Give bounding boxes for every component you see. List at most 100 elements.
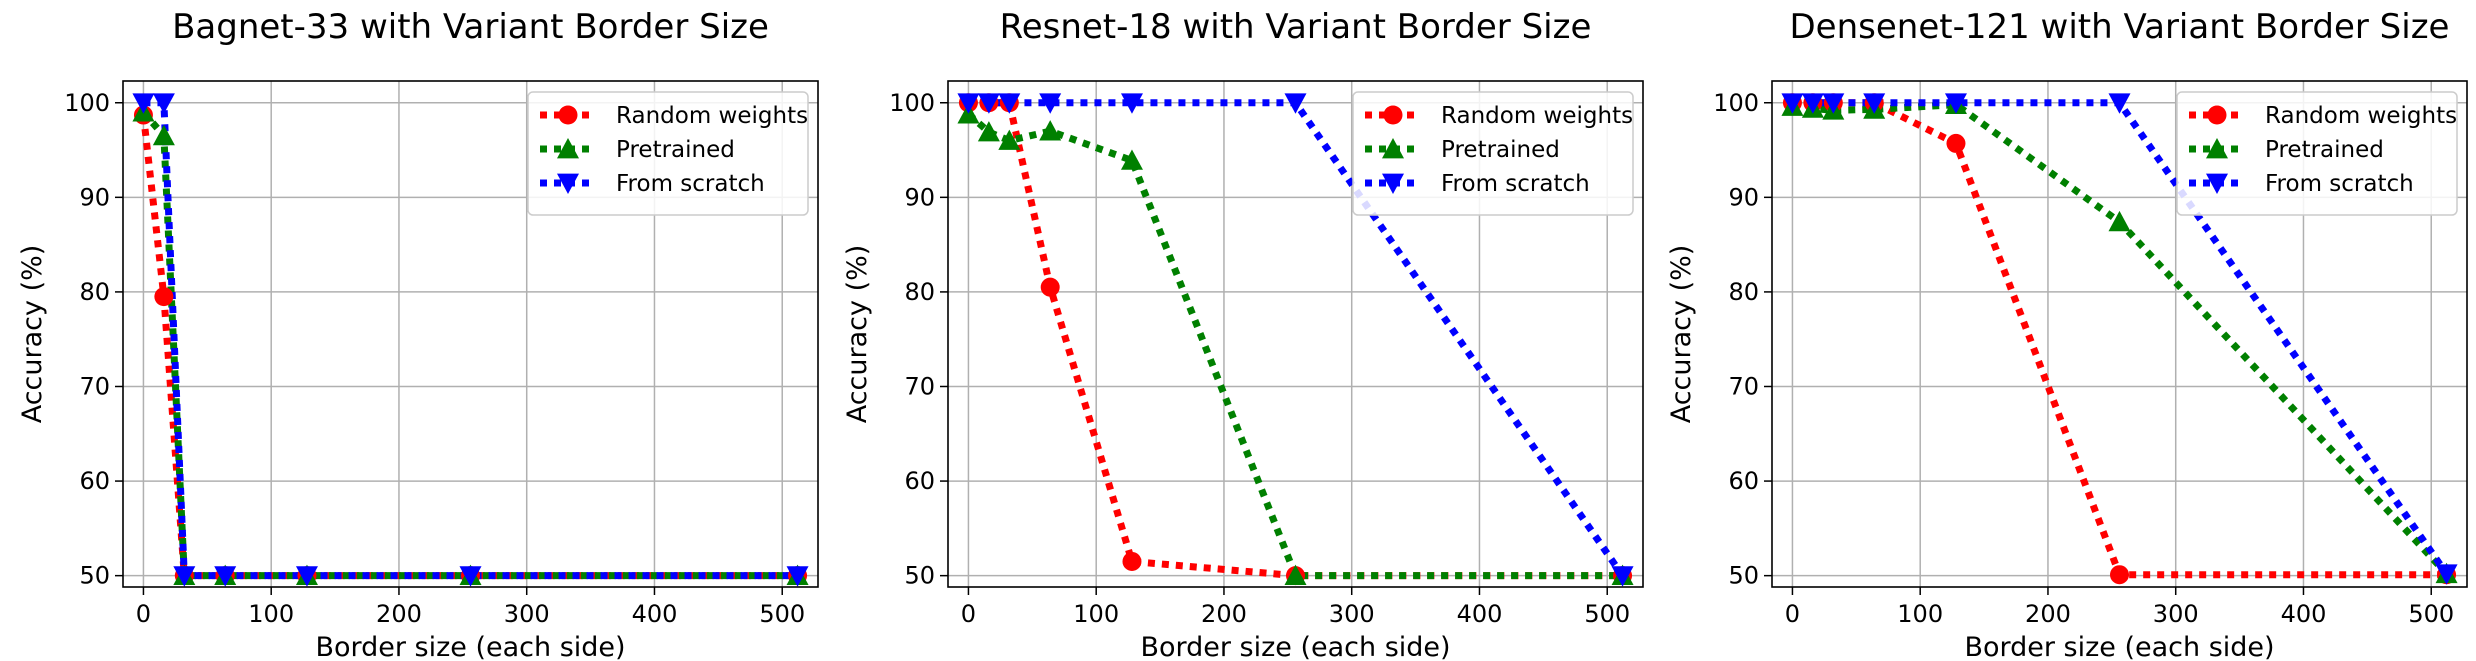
legend-label: Pretrained xyxy=(2265,137,2384,163)
data-point-1 xyxy=(152,124,175,146)
legend-label: Random weights xyxy=(1441,103,1633,129)
legend-label: Random weights xyxy=(616,103,808,129)
x-tick-label: 0 xyxy=(961,600,976,628)
plot-frame xyxy=(122,80,819,588)
data-point-0 xyxy=(2110,565,2129,585)
legend-label: Random weights xyxy=(2265,103,2457,129)
data-point-2 xyxy=(1039,93,1062,114)
y-tick-label: 80 xyxy=(904,278,935,306)
y-tick-label: 80 xyxy=(79,278,110,306)
data-point-1 xyxy=(1039,120,1062,141)
data-point-1 xyxy=(1284,564,1307,586)
data-point-0 xyxy=(154,287,174,307)
chart-panel-2: Resnet-18 with Variant Border Size 0 100 20… xyxy=(842,7,1644,661)
data-point-2 xyxy=(295,566,318,587)
data-point-2 xyxy=(214,566,237,587)
y-tick-label: 60 xyxy=(1728,467,1759,495)
chart-panel-3: Densenet-121 with Variant Border Size 0 10… xyxy=(1666,7,2468,661)
legend-marker xyxy=(2206,138,2228,159)
legend-marker xyxy=(557,173,579,194)
legend: Random weights Pretrained From scratch xyxy=(2176,91,2458,216)
plot-frame xyxy=(1771,80,2468,588)
y-tick-label: 70 xyxy=(1728,372,1759,400)
legend-label: From scratch xyxy=(1441,171,1590,197)
x-tick-label: 300 xyxy=(1329,600,1375,628)
data-point-2 xyxy=(1611,566,1634,587)
y-tick-label: 50 xyxy=(79,562,110,590)
data-point-2 xyxy=(1120,93,1143,114)
data-point-2 xyxy=(459,566,482,587)
chart-title: Bagnet-33 with Variant Border Size xyxy=(172,7,769,47)
y-axis-label: Accuracy (%) xyxy=(842,245,873,424)
x-tick-label: 100 xyxy=(248,600,294,628)
x-tick-label: 200 xyxy=(1201,600,1247,628)
x-tick-label: 100 xyxy=(1073,600,1119,628)
x-tick-label: 0 xyxy=(1785,600,1800,628)
legend-marker xyxy=(2206,173,2228,194)
x-axis-label: Border size (each side) xyxy=(1140,632,1450,661)
data-point-2 xyxy=(152,93,175,114)
data-point-1 xyxy=(2108,210,2131,232)
x-tick-label: 400 xyxy=(1457,600,1503,628)
chart-title: Resnet-18 with Variant Border Size xyxy=(1000,7,1592,47)
data-point-2 xyxy=(1781,93,1804,114)
x-tick-label: 500 xyxy=(1584,600,1630,628)
x-axis-label: Border size (each side) xyxy=(315,632,625,661)
legend-box xyxy=(1352,91,1634,216)
x-tick-label: 0 xyxy=(136,600,151,628)
legend-label: Pretrained xyxy=(616,137,735,163)
data-point-0 xyxy=(1040,277,1060,297)
data-point-1 xyxy=(1120,149,1143,170)
legend-box xyxy=(2176,91,2458,216)
x-tick-label: 300 xyxy=(2153,600,2199,628)
y-tick-label: 90 xyxy=(1728,183,1759,211)
data-point-0 xyxy=(1122,551,1142,571)
x-tick-label: 500 xyxy=(759,600,805,628)
legend-marker xyxy=(558,105,578,125)
plot-frame xyxy=(947,80,1644,588)
y-tick-label: 50 xyxy=(904,562,935,590)
data-point-2 xyxy=(1822,93,1845,114)
y-tick-label: 70 xyxy=(79,372,110,400)
y-tick-label: 90 xyxy=(904,183,935,211)
legend-marker xyxy=(557,138,579,159)
y-tick-label: 70 xyxy=(904,372,935,400)
data-point-2 xyxy=(1284,93,1307,114)
data-point-0 xyxy=(1946,133,1966,153)
y-tick-label: 100 xyxy=(64,89,110,117)
x-tick-label: 200 xyxy=(2025,600,2071,628)
data-point-2 xyxy=(1944,93,1967,114)
legend-label: Pretrained xyxy=(1441,137,1560,163)
y-axis-label: Accuracy (%) xyxy=(1666,245,1697,424)
y-tick-label: 90 xyxy=(79,183,110,211)
legend-marker xyxy=(1383,105,1403,125)
y-axis-label: Accuracy (%) xyxy=(17,245,48,424)
data-point-2 xyxy=(998,93,1021,114)
y-tick-label: 80 xyxy=(1728,278,1759,306)
data-point-2 xyxy=(957,93,980,114)
x-axis-label: Border size (each side) xyxy=(1964,632,2274,661)
x-tick-label: 500 xyxy=(2408,600,2454,628)
legend-label: From scratch xyxy=(616,171,765,197)
data-point-2 xyxy=(1863,93,1886,114)
data-point-2 xyxy=(173,566,196,587)
y-tick-label: 50 xyxy=(1728,562,1759,590)
legend-label: From scratch xyxy=(2265,171,2414,197)
x-tick-label: 200 xyxy=(376,600,422,628)
data-point-2 xyxy=(786,566,809,587)
x-tick-label: 100 xyxy=(1897,600,1943,628)
x-tick-label: 400 xyxy=(2281,600,2327,628)
legend: Random weights Pretrained From scratch xyxy=(527,91,809,216)
legend-marker xyxy=(2207,105,2227,125)
x-tick-label: 300 xyxy=(504,600,550,628)
data-point-2 xyxy=(132,93,155,114)
legend-marker xyxy=(1382,138,1404,159)
legend-box xyxy=(527,91,809,216)
data-point-2 xyxy=(2108,93,2131,114)
data-point-2 xyxy=(977,93,1000,114)
x-tick-label: 400 xyxy=(632,600,678,628)
chart-panel-1: Bagnet-33 with Variant Border Size 0 100 20… xyxy=(17,7,819,661)
legend: Random weights Pretrained From scratch xyxy=(1352,91,1634,216)
data-point-1 xyxy=(998,129,1021,150)
